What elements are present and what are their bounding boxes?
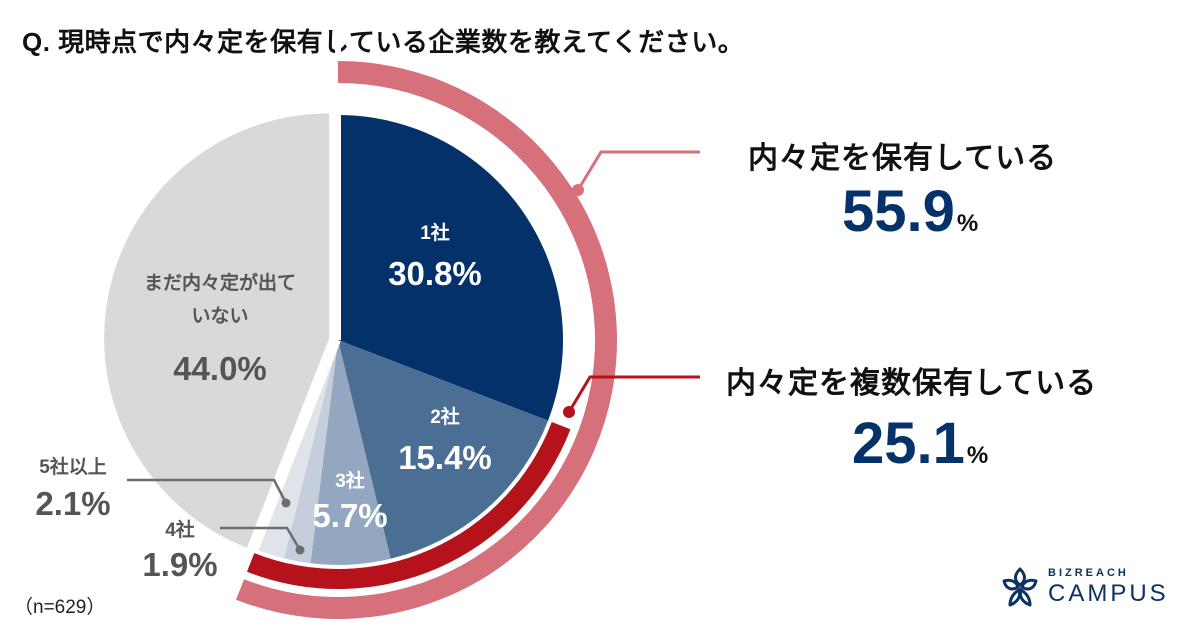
- leader-line-4: [220, 526, 302, 551]
- slice-2: [338, 340, 549, 559]
- multiple-value: 25.1%: [852, 411, 989, 476]
- slice-3: [310, 340, 391, 565]
- ring-multiple-offers: [246, 422, 571, 589]
- slice-1: [338, 115, 563, 421]
- slice-label-1: 1社 30.8%: [388, 223, 482, 292]
- leader-line-holding: [576, 150, 700, 191]
- slice-4: [284, 340, 338, 564]
- slice-label-4: 4社 1.9%: [142, 520, 218, 583]
- slice-none: [104, 113, 330, 548]
- leader-line-5plus: [127, 478, 288, 504]
- leader-line-multiple: [567, 375, 700, 413]
- chart-title: Q. 現時点で内々定を保有している企業数を教えてください。: [22, 27, 745, 57]
- flower-icon: [1002, 567, 1038, 607]
- holding-value: 55.9%: [842, 179, 979, 244]
- slice-label-none: まだ内々定が出て いない 44.0%: [143, 273, 296, 387]
- slice-label-5plus: 5社以上 2.1%: [35, 457, 111, 522]
- multiple-label: 内々定を複数保有している: [726, 367, 1098, 400]
- sample-size: （n=629）: [14, 597, 106, 618]
- slice-label-2: 2社 15.4%: [398, 407, 492, 476]
- bizreach-campus-logo: BIZREACH CAMPUS: [1000, 565, 1169, 609]
- holding-label: 内々定を保有している: [748, 142, 1058, 175]
- slice-label-3: 3社 5.7%: [312, 471, 388, 534]
